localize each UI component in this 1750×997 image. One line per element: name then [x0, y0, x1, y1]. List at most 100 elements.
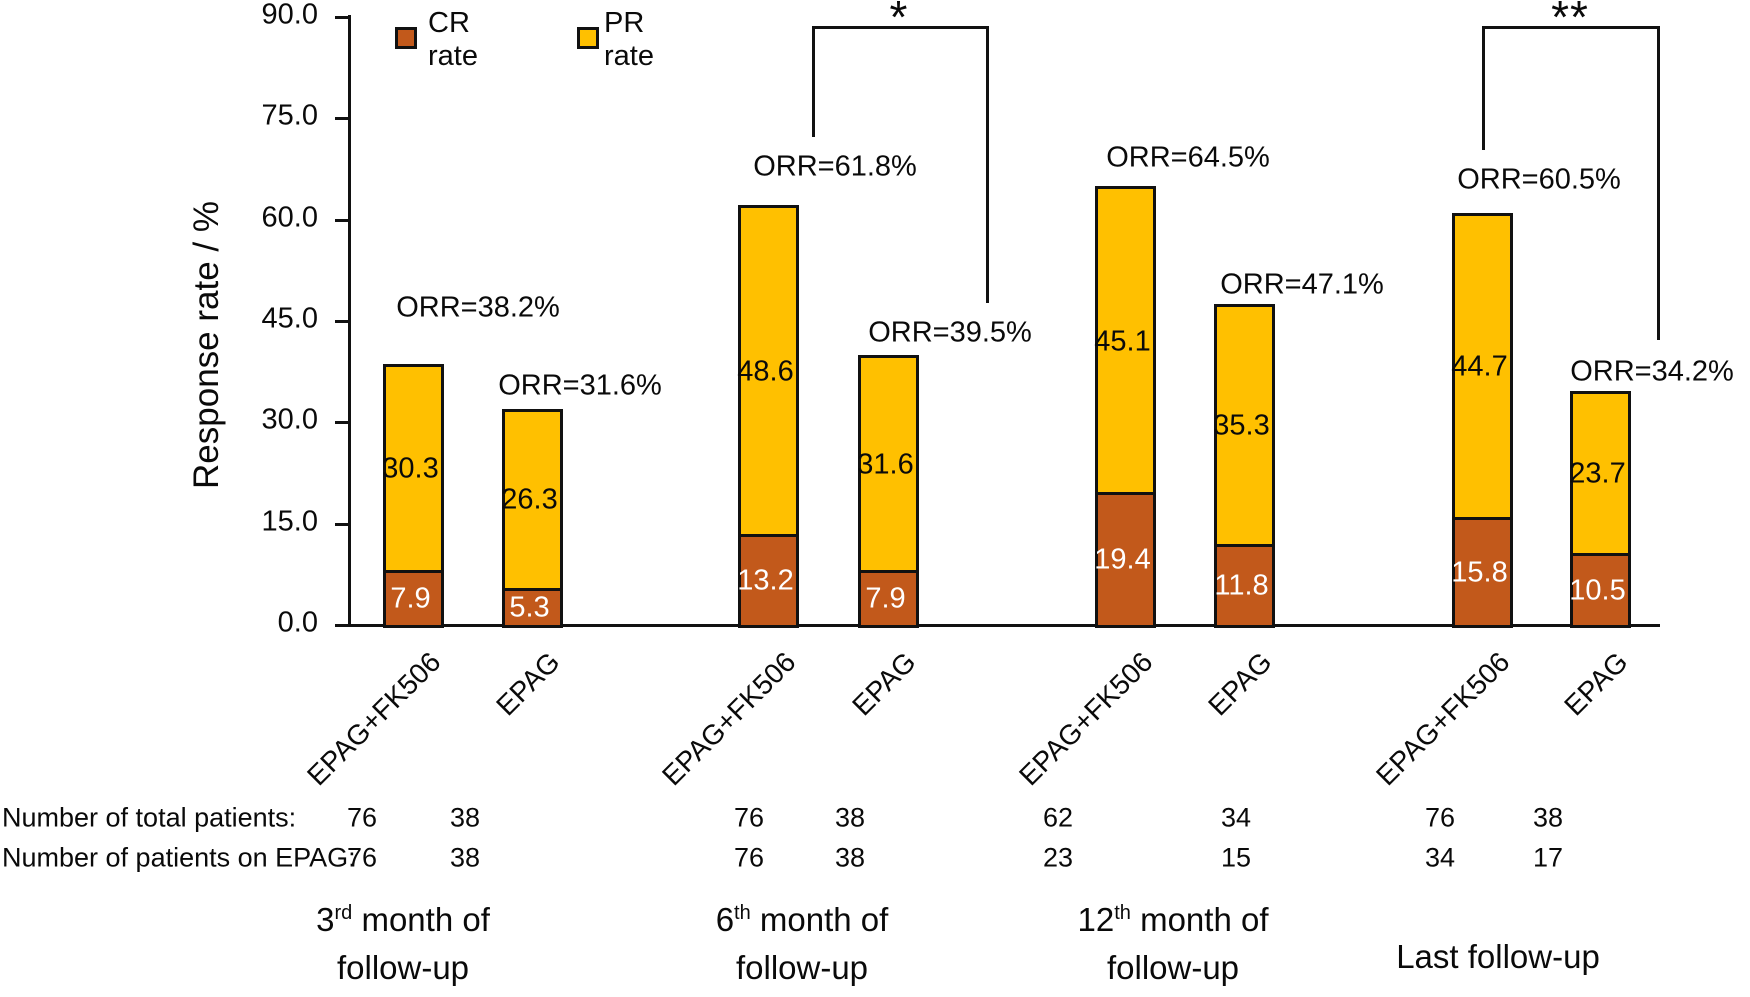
y-tick-label: 0.0 — [277, 606, 318, 639]
cr-segment — [1573, 552, 1628, 625]
y-tick-label: 90.0 — [261, 0, 318, 31]
table-total-patients-value: 62 — [1042, 802, 1074, 833]
pr-value-label: 26.3 — [501, 483, 558, 516]
cr-value-label: 5.3 — [509, 591, 550, 624]
legend-swatch-pr — [577, 27, 599, 49]
orr-label: ORR=38.2% — [396, 291, 560, 324]
cr-segment — [505, 587, 560, 625]
sig-bracket-top-bar — [812, 26, 989, 29]
group-label-superscript: th — [734, 902, 751, 924]
table-row1-label: Number of total patients: — [2, 802, 297, 833]
cr-segment — [861, 570, 916, 625]
group-label-line1: 6th month of — [715, 901, 889, 938]
table-on-epag-value: 38 — [834, 842, 866, 873]
x-tick-label: EPAG+FK506 — [1013, 646, 1159, 792]
y-tick-mark — [335, 218, 348, 222]
x-tick-label: EPAG — [489, 646, 566, 722]
orr-label: ORR=39.5% — [868, 316, 1032, 349]
pr-value-label: 23.7 — [1569, 457, 1626, 490]
group-label-line2: follow-up — [336, 949, 470, 986]
sig-bracket-right-leg — [1657, 26, 1660, 340]
y-tick-label: 75.0 — [261, 99, 318, 132]
y-tick-mark — [335, 624, 348, 627]
pr-value-label: 48.6 — [737, 355, 794, 388]
sig-bracket-right-leg — [986, 26, 989, 303]
table-on-epag-value: 34 — [1424, 842, 1456, 873]
orr-label: ORR=60.5% — [1457, 163, 1621, 196]
group-label-superscript: rd — [334, 902, 353, 924]
bar-epag — [858, 355, 919, 628]
cr-value-label: 10.5 — [1569, 574, 1626, 607]
sig-bracket-left-leg — [812, 26, 815, 137]
group-label: Last follow-up — [1396, 938, 1600, 975]
y-tick-mark — [335, 15, 348, 19]
sig-bracket-left-leg — [1482, 26, 1485, 150]
y-tick-label: 30.0 — [261, 403, 318, 436]
sig-stars: ** — [1551, 0, 1589, 43]
y-tick-mark — [335, 117, 348, 121]
sig-bracket-top-bar — [1482, 26, 1660, 29]
table-on-epag-value: 38 — [449, 842, 481, 873]
bar-epag-fk506 — [738, 204, 799, 628]
pr-value-label: 31.6 — [857, 448, 914, 481]
cr-segment — [1217, 543, 1272, 625]
cr-segment — [1098, 492, 1153, 625]
table-total-patients-value: 76 — [733, 802, 765, 833]
orr-label: ORR=47.1% — [1220, 268, 1384, 301]
legend-swatch-cr — [395, 27, 417, 49]
table-total-patients-value: 76 — [346, 802, 378, 833]
bar-epag-fk506 — [1452, 213, 1513, 628]
bar-epag — [1214, 303, 1275, 628]
orr-label: ORR=61.8% — [753, 150, 917, 183]
table-total-patients-value: 76 — [1424, 802, 1456, 833]
cr-value-label: 11.8 — [1214, 569, 1269, 602]
y-tick-mark — [335, 522, 348, 526]
table-on-epag-value: 17 — [1532, 842, 1564, 873]
pr-value-label: 44.7 — [1451, 350, 1508, 383]
group-label-line2: follow-up — [735, 949, 869, 986]
table-total-patients-value: 38 — [834, 802, 866, 833]
table-on-epag-value: 23 — [1042, 842, 1074, 873]
x-tick-label: EPAG — [1201, 646, 1278, 722]
y-axis-line — [348, 15, 351, 627]
y-tick-mark — [335, 421, 348, 425]
table-on-epag-value: 15 — [1220, 842, 1252, 873]
y-tick-mark — [335, 319, 348, 323]
pr-value-label: 30.3 — [382, 452, 439, 485]
table-row2-label: Number of patients on EPAG: — [2, 842, 356, 873]
legend-label-cr: CR rate — [428, 7, 478, 72]
y-tick-label: 60.0 — [261, 201, 318, 234]
x-tick-label: EPAG — [1557, 646, 1634, 722]
legend-label-pr: PR rate — [604, 7, 654, 72]
cr-value-label: 15.8 — [1451, 556, 1508, 589]
y-tick-label: 15.0 — [261, 505, 318, 538]
cr-value-label: 7.9 — [390, 582, 431, 615]
cr-segment — [1455, 516, 1510, 625]
sig-stars: * — [889, 0, 909, 43]
x-tick-label: EPAG+FK506 — [656, 646, 802, 792]
group-label-superscript: th — [1114, 902, 1131, 924]
x-axis-line — [336, 624, 1660, 627]
bar-epag — [502, 408, 563, 628]
orr-label: ORR=31.6% — [498, 369, 662, 402]
cr-value-label: 7.9 — [865, 582, 906, 615]
x-tick-label: EPAG+FK506 — [1370, 646, 1516, 792]
cr-segment — [741, 534, 796, 625]
bar-epag-fk506 — [383, 363, 444, 628]
bar-epag — [1570, 390, 1631, 628]
x-tick-label: EPAG+FK506 — [301, 646, 447, 792]
table-total-patients-value: 38 — [449, 802, 481, 833]
group-label-line1: 12th month of — [1077, 901, 1269, 938]
table-total-patients-value: 34 — [1220, 802, 1252, 833]
table-on-epag-value: 76 — [733, 842, 765, 873]
cr-value-label: 13.2 — [737, 564, 794, 597]
x-tick-label: EPAG — [845, 646, 922, 722]
group-label-line2: follow-up — [1106, 949, 1240, 986]
pr-value-label: 45.1 — [1094, 325, 1151, 358]
orr-label: ORR=64.5% — [1106, 141, 1270, 174]
orr-label: ORR=34.2% — [1570, 355, 1734, 388]
table-total-patients-value: 38 — [1532, 802, 1564, 833]
cr-value-label: 19.4 — [1094, 543, 1151, 576]
